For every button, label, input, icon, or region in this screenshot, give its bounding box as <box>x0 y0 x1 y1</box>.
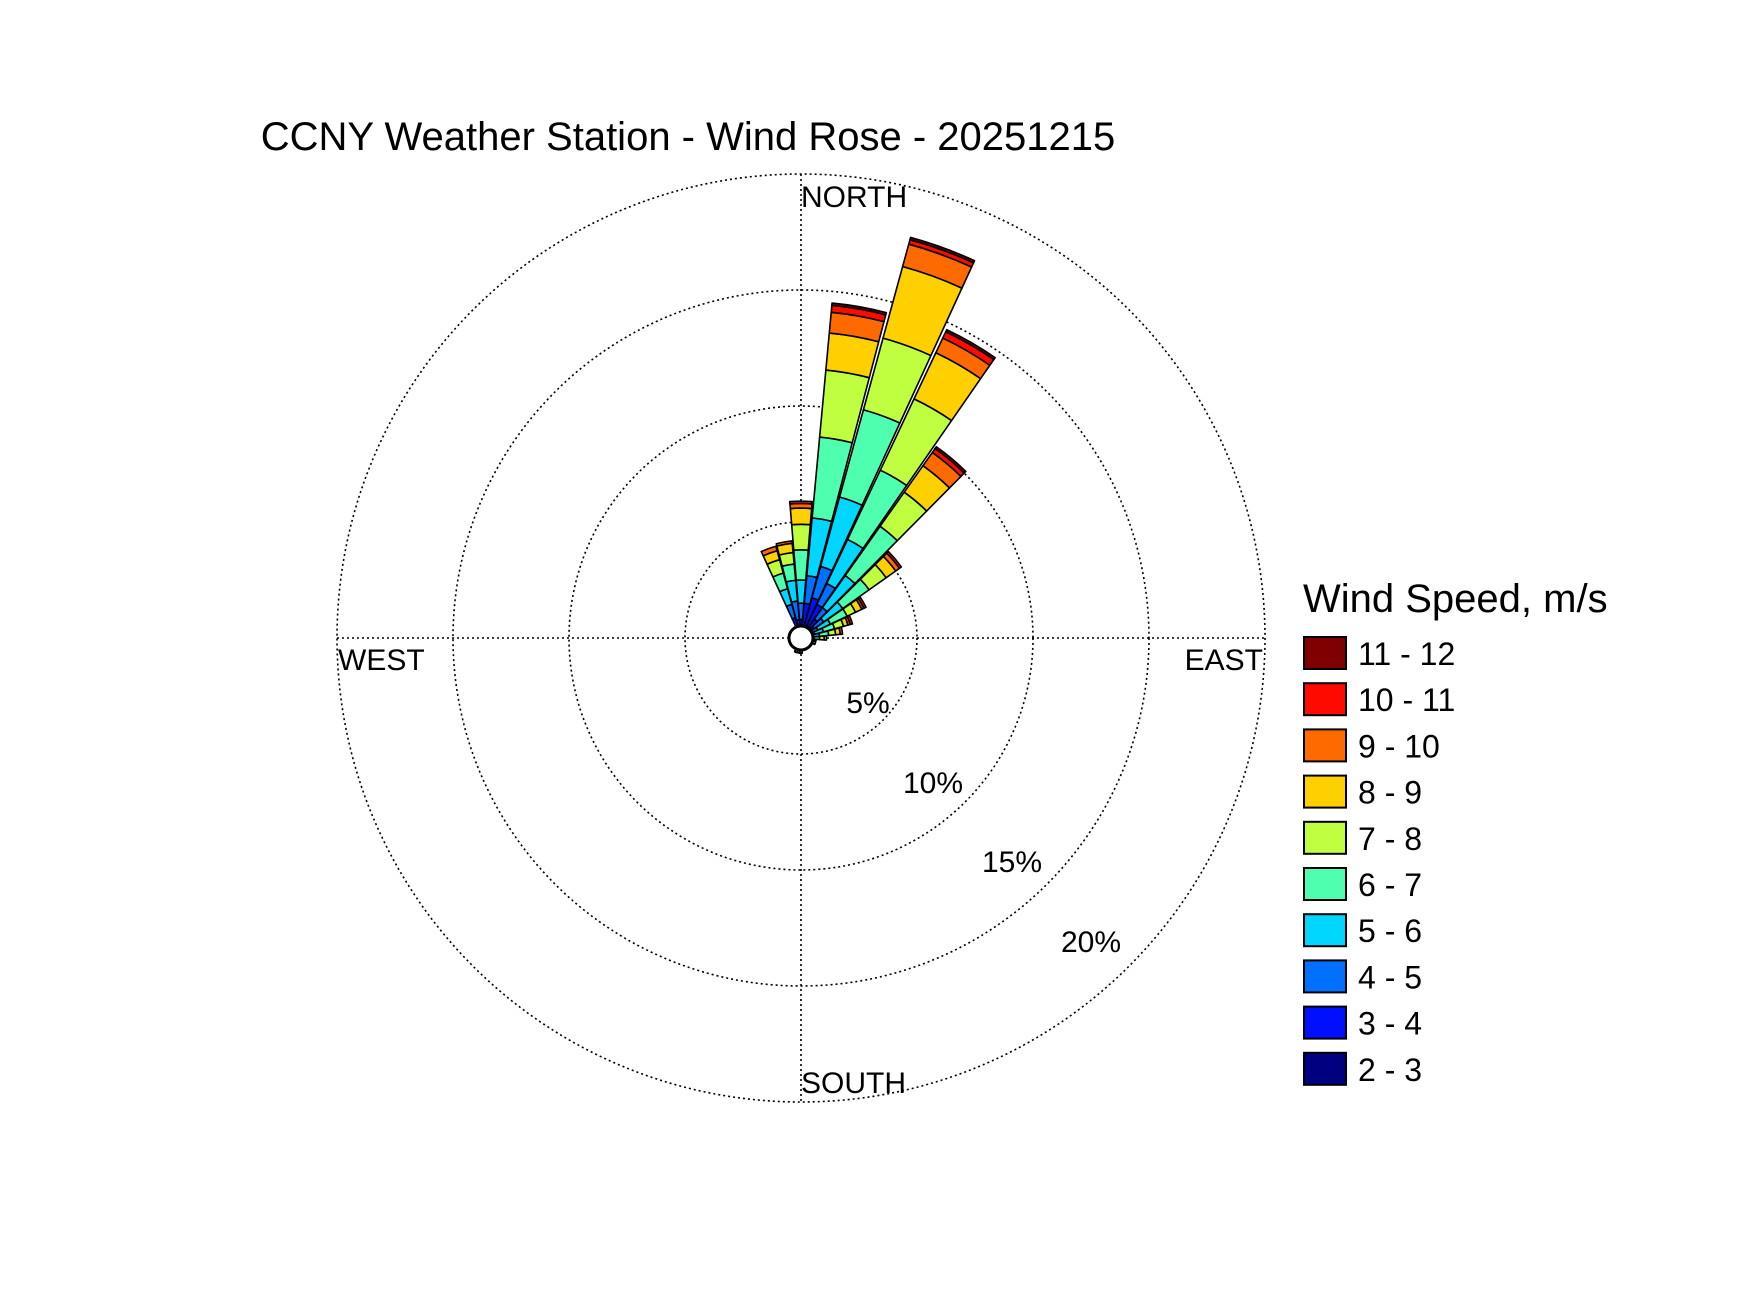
calm-center-circle <box>787 624 815 652</box>
legend-item: 7 - 8 <box>1303 820 1422 857</box>
sector-60-bin-10-11 <box>857 596 867 610</box>
direction-label-north: NORTH <box>801 181 907 214</box>
legend-swatch <box>1303 1005 1347 1040</box>
legend-item: 10 - 11 <box>1303 682 1455 718</box>
legend-label: 11 - 12 <box>1358 636 1455 672</box>
legend-swatch <box>1303 867 1347 901</box>
sector-350 <box>775 540 802 633</box>
legend-item: 8 - 9 <box>1303 774 1422 811</box>
radial-tick-labels: 5% 10% 15% 20% <box>846 687 1121 959</box>
wind-sectors <box>760 236 996 654</box>
direction-label-east: EAST <box>1185 644 1263 677</box>
radial-tick-label-15: 15% <box>982 846 1042 879</box>
sector-10-bin-11-12 <box>831 302 888 316</box>
legend-label: 5 - 6 <box>1358 913 1422 949</box>
legend-item: 5 - 6 <box>1303 913 1422 949</box>
sector-20-bin-11-12 <box>909 236 976 264</box>
sector-0-bin-10-11 <box>788 500 814 505</box>
radial-tick-label-5: 5% <box>846 687 889 720</box>
radial-tick-label-10: 10% <box>903 767 963 800</box>
legend-label: 6 - 7 <box>1358 867 1422 903</box>
legend-label: 2 - 3 <box>1358 1052 1422 1088</box>
legend-label: 8 - 9 <box>1358 775 1422 811</box>
legend-swatch <box>1303 636 1347 670</box>
sector-30-bin-11-12 <box>944 328 996 361</box>
legend: Wind Speed, m/s 11 - 12 10 - 11 9 - 10 8 - 9… <box>1303 577 1608 1088</box>
sector-340 <box>760 545 800 633</box>
legend-item: 3 - 4 <box>1303 1005 1422 1042</box>
legend-label: 9 - 10 <box>1358 728 1440 764</box>
sector-90-bin-8-9 <box>823 635 828 641</box>
legend-swatch <box>1303 1051 1347 1086</box>
direction-label-west: WEST <box>338 644 425 677</box>
legend-label: 10 - 11 <box>1358 682 1455 718</box>
radial-tick-label-20: 20% <box>1061 926 1121 959</box>
legend-swatch <box>1303 774 1347 809</box>
legend-swatch <box>1303 682 1347 717</box>
sector-20 <box>803 236 976 629</box>
legend-label: 3 - 4 <box>1358 1006 1422 1042</box>
legend-item: 9 - 10 <box>1303 728 1440 764</box>
sector-30 <box>805 328 996 630</box>
sector-10 <box>801 302 888 628</box>
legend-item: 4 - 5 <box>1303 959 1422 995</box>
legend-swatch <box>1303 959 1347 994</box>
sector-0-bin-7-8 <box>790 523 812 551</box>
legend-swatch <box>1303 820 1347 855</box>
legend-item: 11 - 12 <box>1303 636 1455 672</box>
sector-80-bin-9-10 <box>838 626 844 636</box>
legend-label: 4 - 5 <box>1358 959 1422 995</box>
legend-swatch <box>1303 728 1347 763</box>
sector-50 <box>805 550 903 635</box>
sector-0 <box>788 500 814 635</box>
sector-40-bin-11-12 <box>934 445 967 474</box>
sector-340-bin-9-10 <box>760 545 778 557</box>
legend-label: 7 - 8 <box>1358 821 1422 857</box>
legend-swatch <box>1303 913 1347 948</box>
sector-0-bin-8-9 <box>789 507 813 526</box>
sector-50-bin-10-11 <box>885 550 903 570</box>
legend-item: 6 - 7 <box>1303 867 1422 903</box>
sector-70-bin-10-11 <box>846 614 854 626</box>
sector-350-bin-9-10 <box>775 540 794 547</box>
legend-item: 2 - 3 <box>1303 1051 1422 1088</box>
direction-label-south: SOUTH <box>801 1067 906 1100</box>
chart-title: CCNY Weather Station - Wind Rose - 20251… <box>261 115 1116 159</box>
sector-40 <box>805 445 967 633</box>
legend-title: Wind Speed, m/s <box>1303 577 1608 621</box>
